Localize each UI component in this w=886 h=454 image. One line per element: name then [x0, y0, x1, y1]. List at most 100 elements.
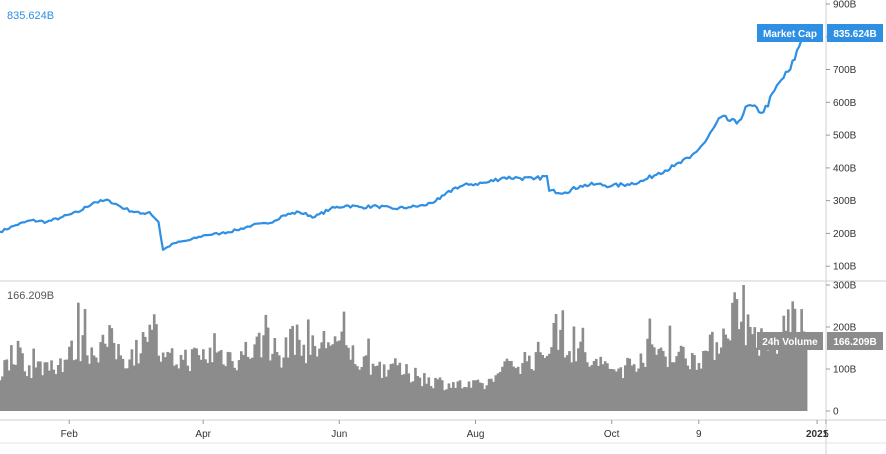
volume-bar: [452, 382, 455, 411]
volume-bar: [280, 367, 283, 411]
volume-bar: [18, 347, 22, 411]
volume-bar: [77, 302, 80, 411]
volume-bar: [606, 363, 609, 411]
volume-bar: [552, 322, 556, 411]
volume-bar: [711, 331, 714, 411]
volume-value-tag: 166.209B: [833, 337, 876, 348]
volume-bar: [510, 360, 513, 411]
volume-bar: [521, 363, 524, 411]
volume-bar: [349, 359, 353, 411]
volume-bar: [41, 375, 44, 411]
volume-bar: [434, 377, 437, 411]
volume-bar: [101, 334, 105, 411]
volume-bar: [574, 361, 578, 411]
volume-bar: [702, 350, 705, 411]
volume-bar: [751, 334, 754, 411]
volume-bar: [97, 362, 100, 411]
volume-bar: [590, 365, 594, 411]
volume-bar: [668, 325, 672, 411]
volume-bar: [773, 335, 777, 411]
volume-bar: [92, 355, 96, 411]
volume-bar: [498, 371, 502, 411]
volume-bar: [61, 372, 65, 411]
volume-bar: [110, 328, 114, 411]
volume-bar: [119, 355, 123, 411]
volume-bar: [476, 379, 480, 411]
volume-bar: [367, 338, 370, 411]
volume-bar: [300, 355, 303, 411]
volume-bar: [391, 363, 395, 411]
volume-bar: [748, 326, 752, 411]
volume-bar: [686, 365, 690, 411]
volume-bar: [416, 375, 419, 411]
volume-bar: [742, 285, 745, 411]
volume-bar: [159, 361, 163, 411]
volume-bar: [373, 366, 377, 411]
volume-bar: [496, 373, 500, 411]
volume-bar: [52, 369, 56, 411]
volume-bar: [798, 338, 801, 411]
volume-bar: [632, 364, 636, 411]
volume-bar: [695, 369, 699, 411]
volume-bar: [340, 331, 344, 411]
volume-bar: [253, 344, 257, 411]
volume-bar: [365, 355, 368, 411]
volume-bar: [641, 362, 645, 411]
volume-bar: [494, 375, 498, 411]
volume-bar: [3, 360, 6, 411]
volume-price-tag: 24h Volume 166.209B: [757, 332, 883, 350]
volume-bar: [90, 347, 94, 411]
market-cap-y-tick-label: 200B: [833, 229, 857, 240]
volume-bar: [612, 369, 616, 411]
volume-bar: [239, 351, 243, 411]
volume-bar: [219, 349, 223, 411]
volume-bar: [481, 383, 484, 411]
volume-bar: [139, 353, 143, 411]
volume-bar: [130, 349, 134, 411]
volume-bar: [619, 367, 623, 411]
volume-bar: [465, 387, 469, 411]
volume-bar: [637, 368, 640, 411]
volume-bar: [21, 353, 24, 411]
volume-bar: [34, 367, 38, 411]
volume-bar: [597, 365, 600, 411]
market-cap-price-tag: Market Cap 835.624B: [757, 24, 883, 42]
x-tick-label: 2021: [806, 429, 829, 440]
volume-bar: [23, 371, 27, 411]
volume-bar: [378, 361, 382, 411]
volume-bar: [440, 380, 444, 411]
volume-bar: [608, 368, 611, 411]
volume-bar: [626, 357, 629, 411]
volume-bar: [708, 334, 712, 411]
volume-bar: [184, 349, 187, 411]
volume-bar: [630, 365, 634, 411]
market-cap-y-tick-label: 100B: [833, 262, 857, 273]
volume-bar: [523, 352, 527, 411]
market-cap-y-tick-label: 300B: [833, 196, 857, 207]
volume-bar: [106, 346, 109, 411]
volume-bar: [88, 363, 91, 411]
volume-bar: [327, 342, 330, 411]
volume-bar: [556, 349, 560, 411]
volume-bar: [210, 362, 214, 411]
volume-bar: [704, 350, 707, 411]
volume-bar: [16, 340, 20, 411]
volume-bar: [195, 348, 198, 411]
volume-bar: [474, 380, 478, 411]
volume-bar: [733, 292, 736, 411]
volume-bar: [342, 311, 346, 411]
volume-bar: [664, 356, 667, 411]
volume-bar: [157, 355, 161, 411]
volume-bar: [414, 367, 417, 411]
volume-y-tick-label: 200B: [833, 323, 857, 334]
volume-bar: [385, 376, 388, 411]
volume-bar: [492, 381, 495, 411]
volume-bar: [791, 301, 795, 411]
volume-bar: [313, 346, 317, 411]
volume-bar: [463, 386, 466, 411]
volume-bar: [382, 364, 386, 411]
volume-bar: [206, 362, 210, 411]
volume-bar: [503, 361, 507, 411]
